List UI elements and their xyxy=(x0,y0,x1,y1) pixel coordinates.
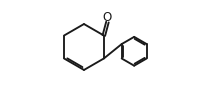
Text: O: O xyxy=(103,11,112,24)
